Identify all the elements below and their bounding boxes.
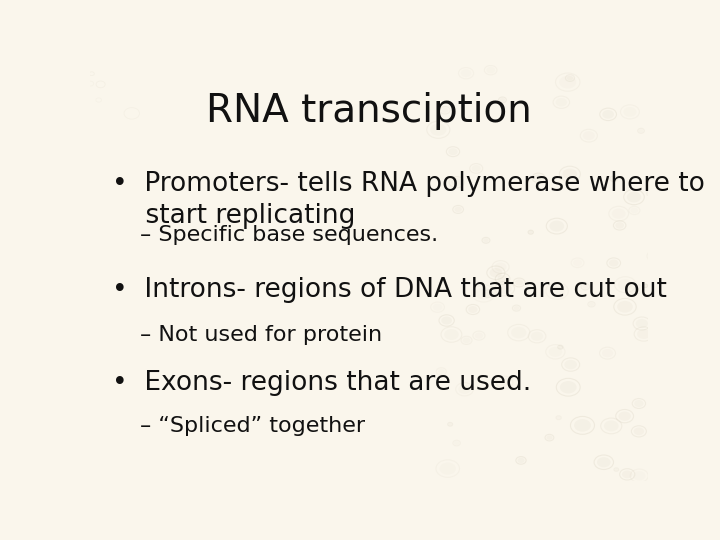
Circle shape bbox=[647, 192, 651, 195]
Circle shape bbox=[463, 338, 470, 343]
Circle shape bbox=[534, 174, 543, 181]
Circle shape bbox=[529, 231, 533, 234]
Circle shape bbox=[611, 177, 616, 181]
Circle shape bbox=[597, 457, 611, 467]
Circle shape bbox=[557, 416, 560, 419]
Circle shape bbox=[531, 332, 543, 341]
Circle shape bbox=[615, 468, 618, 471]
Circle shape bbox=[513, 306, 519, 310]
Circle shape bbox=[559, 346, 562, 348]
Text: – “Spliced” together: – “Spliced” together bbox=[140, 416, 365, 436]
Circle shape bbox=[511, 327, 526, 339]
Text: RNA transciption: RNA transciption bbox=[206, 92, 532, 130]
Circle shape bbox=[622, 470, 633, 478]
Circle shape bbox=[483, 238, 489, 242]
Circle shape bbox=[609, 259, 618, 267]
Circle shape bbox=[574, 419, 591, 431]
Circle shape bbox=[636, 319, 648, 328]
Circle shape bbox=[617, 301, 633, 313]
Text: •  Exons- regions that are used.: • Exons- regions that are used. bbox=[112, 370, 531, 396]
Circle shape bbox=[651, 368, 657, 373]
Circle shape bbox=[498, 275, 508, 282]
Circle shape bbox=[472, 165, 481, 172]
Text: •  Promoters- tells RNA polymerase where to
    start replicating: • Promoters- tells RNA polymerase where … bbox=[112, 171, 705, 229]
Circle shape bbox=[546, 435, 552, 440]
Circle shape bbox=[549, 221, 564, 232]
Circle shape bbox=[616, 222, 624, 228]
Circle shape bbox=[639, 129, 644, 132]
Circle shape bbox=[564, 360, 577, 369]
Circle shape bbox=[612, 208, 626, 219]
Circle shape bbox=[468, 306, 477, 313]
Text: – Not used for protein: – Not used for protein bbox=[140, 325, 382, 345]
Circle shape bbox=[604, 421, 618, 431]
Circle shape bbox=[549, 347, 562, 357]
Circle shape bbox=[562, 168, 577, 179]
Circle shape bbox=[582, 285, 588, 289]
Circle shape bbox=[454, 441, 459, 445]
Text: – Specific base sequences.: – Specific base sequences. bbox=[140, 225, 438, 245]
Circle shape bbox=[637, 329, 650, 339]
Circle shape bbox=[441, 316, 452, 325]
Circle shape bbox=[589, 302, 594, 306]
Circle shape bbox=[634, 428, 644, 435]
Circle shape bbox=[498, 284, 512, 294]
Circle shape bbox=[618, 411, 631, 421]
Circle shape bbox=[490, 268, 503, 278]
Circle shape bbox=[454, 207, 462, 212]
Circle shape bbox=[451, 178, 462, 186]
Circle shape bbox=[567, 76, 573, 80]
Circle shape bbox=[518, 458, 525, 463]
Circle shape bbox=[500, 98, 505, 102]
Circle shape bbox=[559, 76, 576, 89]
Circle shape bbox=[654, 437, 658, 440]
Circle shape bbox=[602, 349, 613, 357]
Circle shape bbox=[449, 423, 452, 426]
Circle shape bbox=[485, 291, 491, 296]
Circle shape bbox=[627, 192, 642, 202]
Circle shape bbox=[634, 400, 644, 407]
Circle shape bbox=[583, 131, 595, 140]
Circle shape bbox=[495, 262, 507, 272]
Circle shape bbox=[474, 333, 483, 339]
Circle shape bbox=[441, 107, 449, 113]
Circle shape bbox=[644, 285, 647, 287]
Circle shape bbox=[515, 279, 523, 286]
Text: •  Introns- regions of DNA that are cut out: • Introns- regions of DNA that are cut o… bbox=[112, 277, 667, 303]
Circle shape bbox=[486, 67, 495, 73]
Circle shape bbox=[560, 381, 577, 394]
Circle shape bbox=[556, 98, 567, 106]
Circle shape bbox=[603, 110, 614, 119]
Circle shape bbox=[444, 329, 459, 340]
Circle shape bbox=[449, 148, 458, 155]
Circle shape bbox=[431, 124, 446, 136]
